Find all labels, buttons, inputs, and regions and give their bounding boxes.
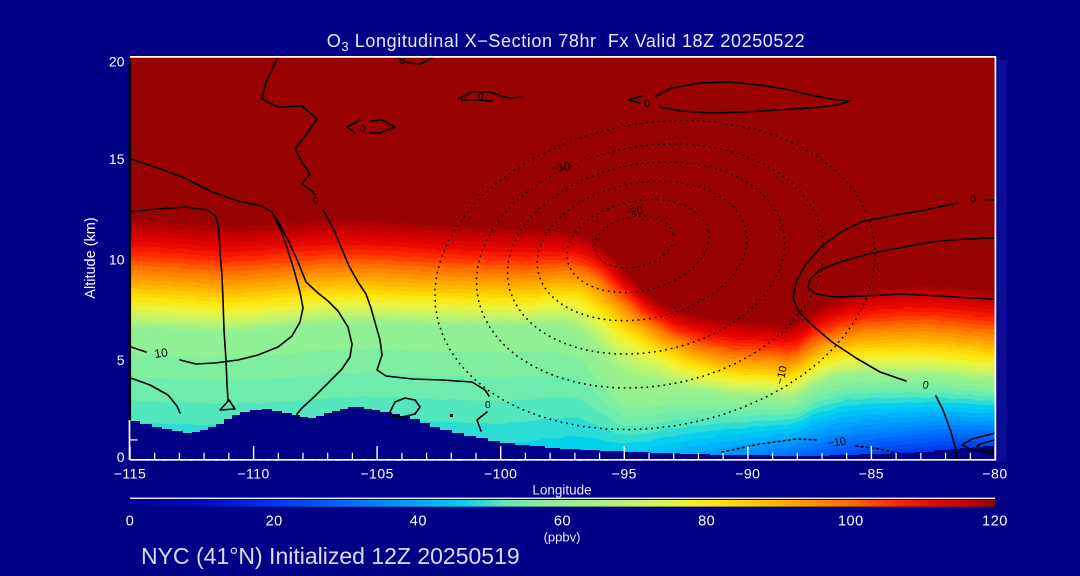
svg-text:20: 20 [266,514,283,530]
svg-text:5: 5 [117,352,125,368]
svg-text:0: 0 [313,196,319,207]
svg-text:0: 0 [644,98,650,110]
svg-text:0: 0 [117,449,125,465]
svg-text:(ppbv): (ppbv) [544,530,581,545]
svg-text:0: 0 [126,514,135,530]
svg-text:10: 10 [109,252,125,268]
svg-text:10: 10 [153,345,168,361]
svg-text:0: 0 [970,194,976,206]
svg-text:NYC (41°N) Initialized 12Z 202: NYC (41°N) Initialized 12Z 20250519 [141,543,520,569]
svg-text:−85: −85 [859,466,884,482]
svg-text:−95: −95 [612,466,637,482]
svg-text:0: 0 [478,92,484,103]
svg-text:−105: −105 [360,466,394,482]
svg-text:−90: −90 [735,466,760,482]
svg-text:O3 Longitudinal X−Section 78hr: O3 Longitudinal X−Section 78hr Fx Valid … [327,31,806,54]
svg-text:0: 0 [921,379,929,392]
svg-text:120: 120 [982,514,1008,530]
svg-text:−80: −80 [982,466,1007,482]
svg-text:−100: −100 [484,466,518,482]
svg-text:0: 0 [399,55,405,67]
svg-text:−10: −10 [827,435,847,449]
svg-text:20: 20 [109,54,125,70]
svg-text:−110: −110 [237,466,270,482]
svg-text:60: 60 [554,514,571,530]
svg-text:100: 100 [838,514,864,530]
svg-text:−10: −10 [774,365,790,386]
svg-text:0: 0 [485,400,491,411]
svg-text:80: 80 [698,514,715,530]
svg-text:0: 0 [360,124,366,135]
svg-text:15: 15 [109,151,125,167]
svg-text:Altitude (km): Altitude (km) [83,217,99,298]
svg-text:−115: −115 [114,466,147,482]
svg-text:40: 40 [410,514,427,530]
svg-text:−10: −10 [551,160,571,174]
svg-text:−20: −20 [624,204,644,218]
svg-text:Longitude: Longitude [532,483,591,498]
